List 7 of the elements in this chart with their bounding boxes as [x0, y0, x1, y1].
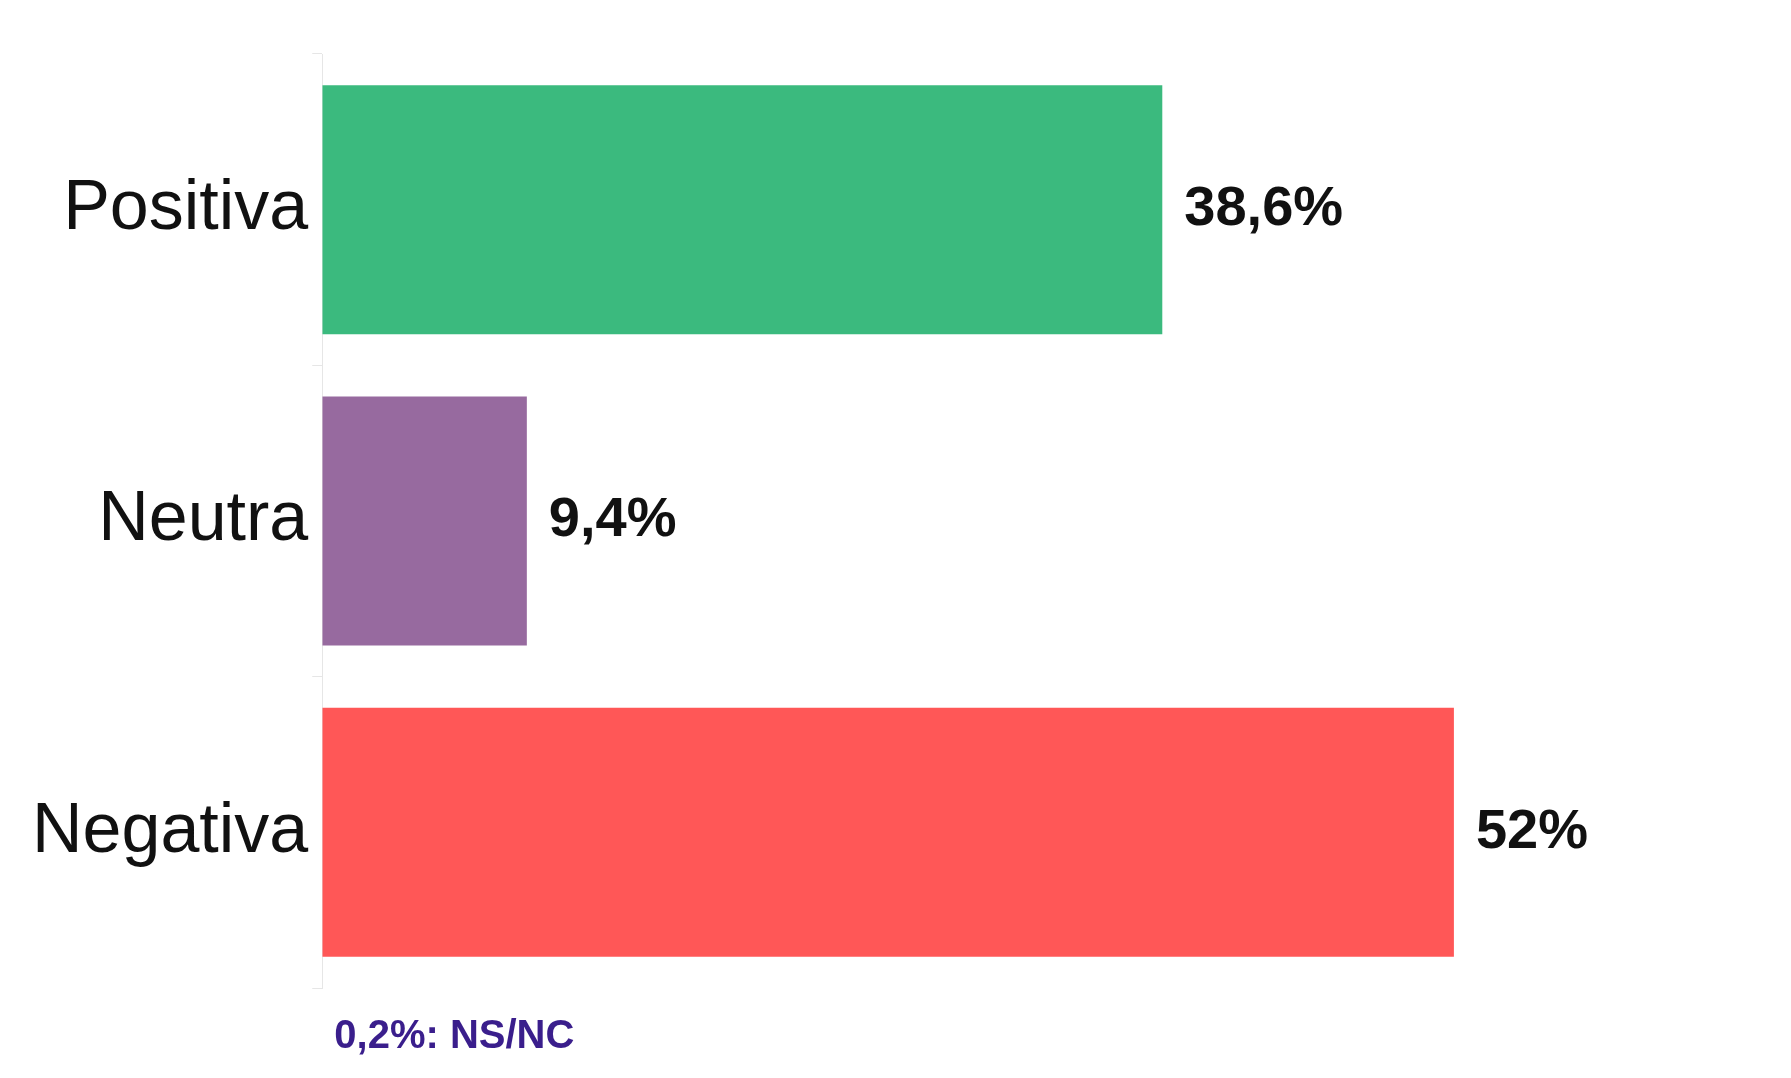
data-label: 38,6% — [1184, 174, 1344, 238]
y-tick-label: Neutra — [98, 477, 309, 556]
data-label: 52% — [1475, 796, 1588, 860]
y-tick-label: Negativa — [31, 788, 309, 867]
data-label: 9,4% — [548, 485, 677, 549]
text: 0,2%: NS/NC — [334, 1012, 575, 1056]
y-tick-label: Positiva — [63, 165, 309, 244]
